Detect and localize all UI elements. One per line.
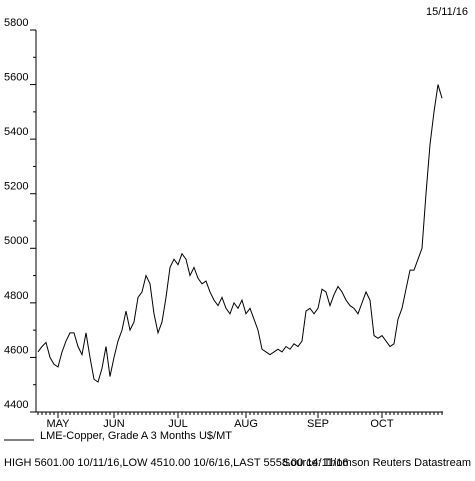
chart-date: 15/11/16 [426,6,468,18]
x-tick-label: JUN [103,418,124,430]
y-tick-label: 4400 [4,399,28,411]
source: Source: Thomson Reuters Datastream [283,457,471,469]
y-tick-label: 4800 [4,290,28,302]
x-tick-label: JUL [168,418,188,430]
y-tick-label: 5800 [4,17,28,29]
legend-label: LME-Copper, Grade A 3 Months U$/MT [40,430,232,442]
y-tick-label: 5000 [4,235,28,247]
y-tick-label: 5400 [4,126,28,138]
x-tick-label: AUG [234,418,258,430]
x-tick-label: MAY [46,418,70,430]
x-tick-label: OCT [370,418,394,430]
y-tick-label: 4600 [4,344,28,356]
price-line [37,84,443,383]
y-tick-label: 5600 [4,71,28,83]
footer: HIGH 5601.00 10/11/16,LOW 4510.00 10/6/1… [4,457,348,469]
y-tick-label: 5200 [4,181,28,193]
x-tick-label: SEP [307,418,329,430]
